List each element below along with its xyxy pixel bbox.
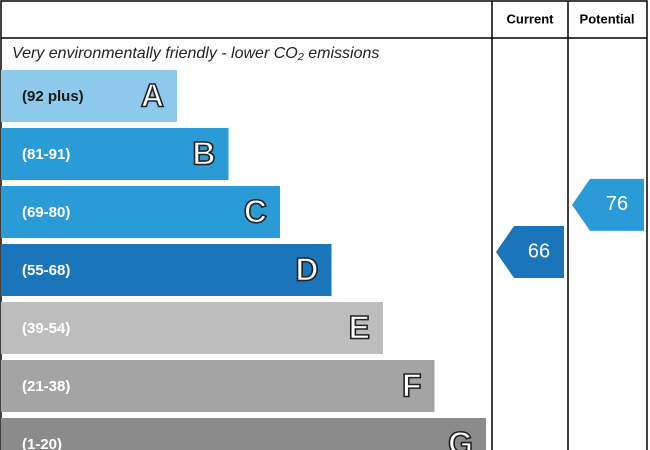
band-range: (1-20) xyxy=(22,436,62,450)
rating-arrow xyxy=(496,226,564,278)
band-range: (81-91) xyxy=(22,146,70,163)
band-range: (55-68) xyxy=(22,262,70,279)
band-letter: F xyxy=(402,367,422,403)
band-bar xyxy=(1,128,229,180)
band-letter: C xyxy=(244,193,267,229)
column-header: Current xyxy=(507,11,555,26)
band-letter: E xyxy=(349,309,370,345)
band-bar xyxy=(1,70,177,122)
column-header: Potential xyxy=(580,11,635,26)
rating-value: 66 xyxy=(528,240,550,262)
band-range: (69-80) xyxy=(22,204,70,221)
rating-arrow xyxy=(572,178,644,231)
band-bar xyxy=(1,360,435,412)
band-bar xyxy=(1,302,383,354)
chart-title: Very environmentally friendly - lower CO… xyxy=(12,45,379,62)
band-letter: B xyxy=(192,135,215,171)
band-letter: D xyxy=(295,251,318,287)
band-range: (21-38) xyxy=(22,378,70,395)
band-bar xyxy=(1,244,332,296)
band-range: (92 plus) xyxy=(22,88,84,105)
band-letter: G xyxy=(448,425,473,450)
band-bar xyxy=(1,186,280,238)
rating-value: 76 xyxy=(606,193,628,215)
band-range: (39-54) xyxy=(22,320,70,337)
band-letter: A xyxy=(141,77,164,113)
band-bar xyxy=(1,418,486,450)
